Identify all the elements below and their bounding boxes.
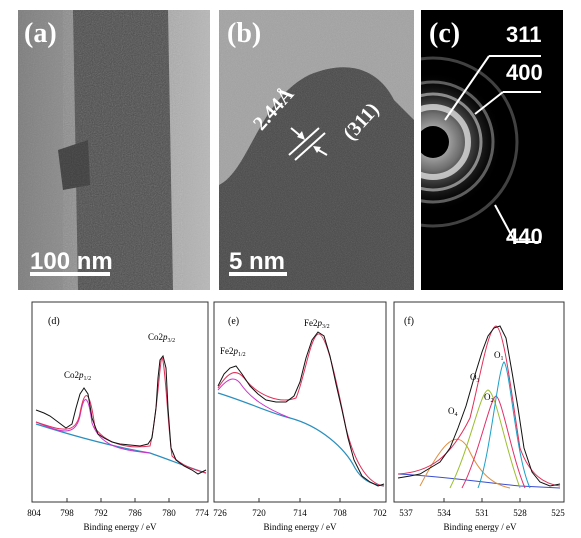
xps-d-envelope bbox=[35, 357, 207, 474]
hrtem-panel-b: (b) 2.44Å (311) 5 nm bbox=[219, 10, 414, 290]
peak-label-co2p32: Co2p3/2 bbox=[148, 332, 175, 344]
xps-f-o3 bbox=[449, 389, 521, 489]
component-label-o3: O3 bbox=[470, 372, 480, 384]
scale-bar-a bbox=[30, 272, 110, 276]
saed-pattern bbox=[421, 55, 541, 243]
component-label-o1: O1 bbox=[494, 350, 504, 362]
ring-label-311: 311 bbox=[506, 22, 542, 47]
tem-panel-a: (a) 100 nm bbox=[18, 10, 210, 290]
xps-f-o4 bbox=[419, 438, 511, 489]
component-label-o2: O2 bbox=[484, 392, 494, 404]
tick-label: 702 bbox=[373, 508, 387, 518]
tick-label: 714 bbox=[293, 508, 307, 518]
xps-d-fit-co2p12 bbox=[35, 399, 151, 454]
scale-label-b: 5 nm bbox=[229, 248, 286, 275]
xps-f-envelope bbox=[397, 325, 561, 487]
tick-label: 804 bbox=[27, 508, 41, 518]
xps-d-raw bbox=[35, 354, 207, 475]
ring-label-440: 440 bbox=[506, 224, 543, 249]
tick-label: 525 bbox=[551, 508, 565, 518]
xps-f-xlabel: Binding energy / eV bbox=[443, 522, 517, 532]
peak-label-fe2p12: Fe2p1/2 bbox=[220, 346, 246, 358]
tem-image-a bbox=[18, 10, 210, 290]
ring-label-400: 400 bbox=[506, 60, 543, 85]
xps-e-raw bbox=[217, 331, 385, 487]
component-label-o4: O4 bbox=[448, 406, 458, 418]
xps-tick-marks bbox=[66, 498, 521, 502]
xps-f-raw bbox=[397, 325, 561, 487]
peak-label-fe2p32: Fe2p3/2 bbox=[304, 318, 330, 330]
xps-d-xlabel: Binding energy / eV bbox=[83, 522, 157, 532]
xps-e-fit-fe2p12 bbox=[217, 378, 291, 419]
hrtem-image-b bbox=[219, 10, 414, 290]
tick-label: 786 bbox=[128, 508, 142, 518]
xps-frame-d bbox=[31, 301, 209, 503]
scale-bar-b bbox=[229, 272, 287, 276]
panel-label-b: (b) bbox=[227, 18, 262, 49]
tick-label: 798 bbox=[60, 508, 74, 518]
tick-label: 708 bbox=[333, 508, 347, 518]
tick-label: 720 bbox=[252, 508, 266, 518]
xps-frame-f bbox=[393, 301, 565, 503]
xps-panel-label-d: (d) bbox=[48, 316, 60, 327]
tick-label: 780 bbox=[162, 508, 176, 518]
xps-panel-label-e: (e) bbox=[228, 316, 239, 327]
xps-d-ticks: 804 798 792 786 780 774 Binding energy /… bbox=[27, 508, 209, 532]
tick-label: 726 bbox=[213, 508, 227, 518]
xps-figure: (d) (e) (f) Co2p1/2 Co2p3/2 Fe2p1/2 Fe2p… bbox=[27, 301, 565, 532]
xps-d-curves: Co2p1/2 Co2p3/2 bbox=[35, 332, 207, 475]
tick-label: 537 bbox=[399, 508, 413, 518]
xps-e-ticks: 726 720 714 708 702 Binding energy / eV bbox=[213, 508, 387, 532]
tick-label: 528 bbox=[513, 508, 527, 518]
panel-label-a: (a) bbox=[24, 18, 57, 49]
tick-label: 774 bbox=[195, 508, 209, 518]
xps-f-ticks: 537 534 531 528 525 Binding energy / eV bbox=[399, 508, 565, 532]
xps-f-curves: O4 O3 O2 O1 bbox=[397, 325, 561, 489]
xps-e-curves: Fe2p1/2 Fe2p3/2 bbox=[217, 318, 385, 487]
tick-label: 792 bbox=[94, 508, 108, 518]
xps-e-envelope bbox=[217, 333, 385, 487]
tick-label: 531 bbox=[475, 508, 489, 518]
scale-label-a: 100 nm bbox=[30, 248, 113, 275]
saed-panel-c: (c) 311 400 440 bbox=[421, 10, 563, 290]
xps-panel-label-f: (f) bbox=[404, 316, 414, 327]
xps-e-xlabel: Binding energy / eV bbox=[263, 522, 337, 532]
panel-label-c: (c) bbox=[429, 18, 461, 49]
peak-label-co2p12: Co2p1/2 bbox=[64, 370, 91, 382]
xps-f-o1 bbox=[477, 361, 531, 489]
xps-e-background bbox=[217, 392, 385, 487]
tick-label: 534 bbox=[437, 508, 451, 518]
